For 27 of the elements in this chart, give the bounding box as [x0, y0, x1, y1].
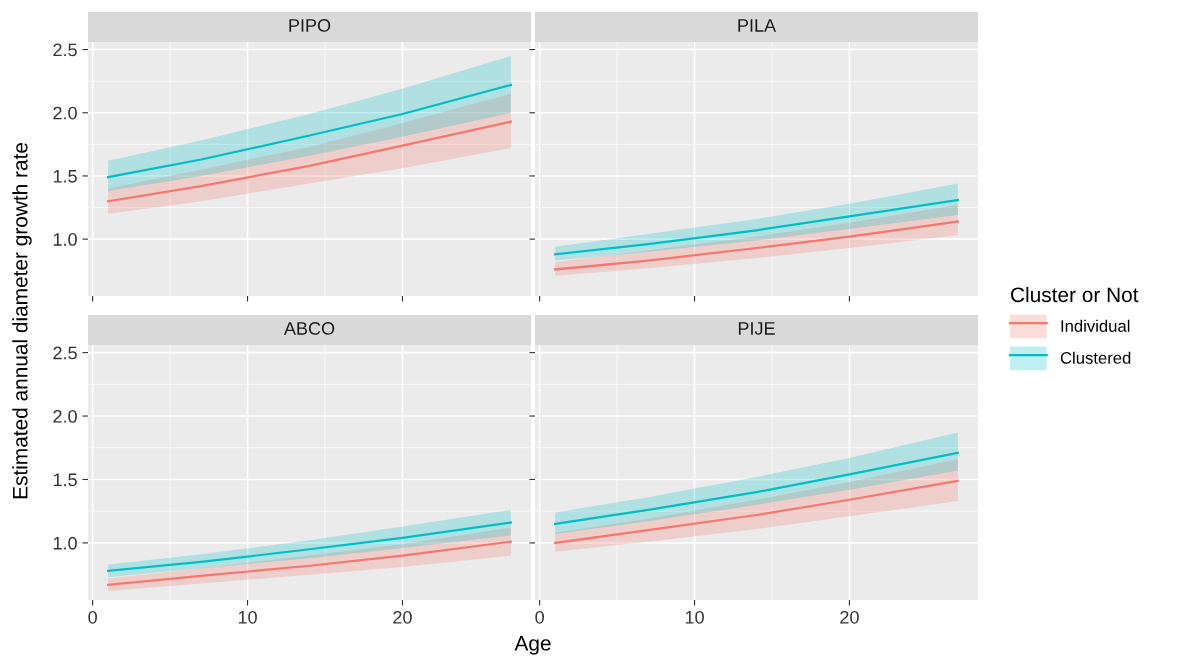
y-tick-label: 2.0: [53, 106, 77, 120]
legend-title: Cluster or Not: [1011, 286, 1139, 303]
y-tick-label: 1.0: [53, 536, 77, 550]
y-tick-label: 1.0: [53, 233, 77, 246]
x-tick-label: 0: [535, 610, 544, 624]
x-tick-label: 10: [685, 610, 704, 624]
chart-title: PIPO: [289, 19, 331, 32]
x-axis-title: Age: [514, 636, 551, 655]
x-tick-label: 0: [88, 610, 97, 624]
legend-label: Individual: [1061, 319, 1130, 332]
y-tick-label: 1.5: [53, 170, 77, 183]
y-tick-label: 1.5: [53, 473, 77, 487]
line-series: [107, 83, 512, 179]
x-tick-label: 20: [840, 610, 859, 624]
chart-title: ABCO: [283, 322, 335, 335]
y-axis-title: Estimated annual diameter growth rate: [12, 143, 32, 499]
y-tick-label: 2.5: [53, 346, 77, 360]
chart-title: PILA: [738, 19, 777, 32]
legend-label: Clustered: [1060, 351, 1131, 364]
chart-title: PIJE: [738, 322, 775, 335]
x-tick-label: 10: [238, 610, 257, 624]
y-tick-label: 2.5: [53, 43, 77, 57]
line-series: [107, 540, 512, 586]
line-series: [107, 120, 512, 203]
line-series: [107, 521, 512, 572]
y-tick-label: 2.0: [53, 409, 77, 423]
x-tick-label: 20: [393, 610, 412, 624]
